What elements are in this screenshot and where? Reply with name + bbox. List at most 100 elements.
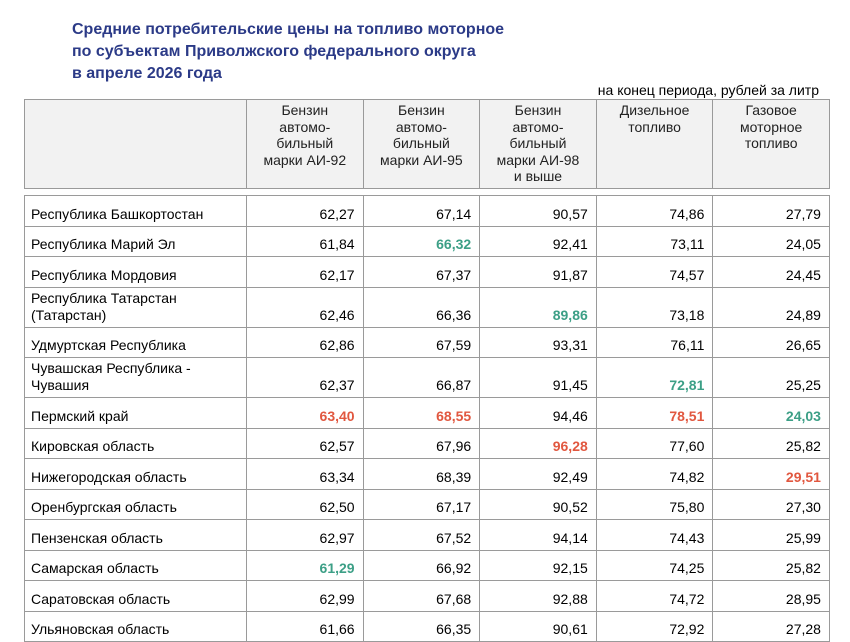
price-cell: 24,03: [712, 397, 830, 429]
price-value: 67,59: [436, 337, 472, 353]
price-cell: 68,39: [362, 458, 481, 490]
price-value: 92,49: [552, 468, 588, 485]
region-name: Удмуртская Республика: [24, 326, 247, 358]
price-cell: 90,52: [479, 488, 597, 520]
price-cell: 27,28: [712, 610, 830, 642]
price-value: 72,81: [669, 377, 705, 393]
region-name: Кировская область: [24, 427, 247, 459]
column-header-line: топливо: [628, 118, 681, 135]
price-cell: 26,65: [712, 326, 830, 358]
price-cell: 25,82: [712, 427, 830, 459]
price-value: 62,50: [319, 499, 355, 515]
region-name: Республика Башкортостан: [24, 195, 247, 227]
price-cell: 62,99: [246, 580, 364, 612]
price-cell: 67,14: [362, 195, 481, 227]
price-value: 62,37: [319, 377, 355, 393]
column-header-line: Бензин: [514, 102, 562, 118]
price-value: 29,51: [785, 468, 821, 485]
price-cell: 74,43: [595, 519, 714, 551]
price-cell: 62,17: [246, 256, 364, 288]
price-value: 27,79: [785, 205, 821, 222]
price-value: 74,43: [669, 529, 705, 546]
column-header-line: автомо-: [279, 118, 331, 135]
table-row: Оренбургская область 62,50 67,17 90,52 75,80…: [24, 488, 830, 520]
column-header-line: Дизельное: [619, 102, 690, 118]
price-value: 75,80: [669, 499, 705, 515]
price-cell: 61,66: [246, 610, 364, 642]
price-cell: 24,05: [712, 225, 830, 257]
price-value: 67,96: [436, 438, 472, 454]
title-line-2: по субъектам Приволжского федерального о…: [72, 43, 476, 60]
unit-note: на конец периода, рублей за литр: [597, 82, 819, 98]
price-cell: 74,72: [595, 580, 714, 612]
price-value: 63,40: [319, 407, 355, 424]
price-cell: 94,46: [479, 397, 597, 429]
title-line-1: Средние потребительские цены на топливо …: [72, 21, 505, 38]
price-cell: 67,52: [362, 519, 481, 551]
column-header: Бензин автомо-бильный марки АИ-98 и выше: [479, 99, 597, 189]
price-value: 25,99: [785, 529, 821, 546]
price-cell: 74,86: [595, 195, 714, 227]
column-header-line: автомо-: [512, 118, 564, 135]
price-value: 67,68: [436, 590, 472, 607]
price-cell: 91,87: [479, 256, 597, 288]
column-header: Бензин автомо-бильный марки АИ-95: [362, 99, 481, 189]
column-header-line: марки АИ-95: [380, 151, 463, 168]
region-name-line: Республика Татарстан: [31, 289, 177, 306]
price-value: 63,34: [319, 468, 355, 485]
price-cell: 74,82: [595, 458, 714, 490]
column-header-line: моторное: [740, 118, 803, 135]
price-cell: 62,97: [246, 519, 364, 551]
price-cell: 67,17: [362, 488, 481, 520]
price-cell: 62,57: [246, 427, 364, 459]
price-cell: 92,49: [479, 458, 597, 490]
column-header-line: бильный: [276, 135, 334, 151]
price-cell: 75,80: [595, 488, 714, 520]
price-value: 62,86: [319, 337, 355, 353]
column-header-line: Газовое: [745, 102, 797, 118]
table-row: Нижегородская область 63,34 68,39 92,49 74,8…: [24, 458, 830, 490]
price-value: 61,66: [319, 621, 355, 637]
table-body: Республика Башкортостан 62,27 67,14 90,57 74…: [24, 188, 830, 642]
title-line-3: в апреле 2026 года: [72, 65, 222, 82]
page-title: Средние потребительские цены на топливо …: [72, 19, 504, 85]
column-header: Газовое моторное топливо: [712, 99, 830, 189]
price-cell: 89,86: [479, 286, 597, 328]
table-row: Чувашская Республика - Чувашия 62,37 66,87 9…: [24, 357, 830, 398]
table-row: Саратовская область 62,99 67,68 92,88 74,72 2…: [24, 580, 830, 612]
price-value: 94,46: [552, 407, 588, 424]
price-value: 66,92: [436, 560, 472, 576]
price-cell: 72,92: [595, 610, 714, 642]
region-name: Республика Татарстан (Татарстан): [24, 286, 247, 328]
price-cell: 67,68: [362, 580, 481, 612]
price-cell: 67,96: [362, 427, 481, 459]
column-header-line: топливо: [744, 135, 798, 151]
price-cell: 74,25: [595, 549, 714, 581]
price-value: 76,11: [670, 337, 705, 353]
region-name: Пермский край: [24, 397, 247, 429]
table-row: Республика Башкортостан 62,27 67,14 90,57 74…: [24, 195, 830, 227]
price-cell: 66,36: [362, 286, 481, 328]
price-cell: 77,60: [595, 427, 714, 459]
table-row: Ульяновская область 61,66 66,35 90,61 72,92 2…: [24, 610, 830, 642]
header-gap: [24, 188, 830, 196]
price-cell: 90,61: [479, 610, 597, 642]
price-cell: 24,45: [712, 256, 830, 288]
price-cell: 93,31: [479, 326, 597, 358]
price-value: 78,51: [669, 407, 705, 424]
price-cell: 27,79: [712, 195, 830, 227]
column-header-line: бильный: [392, 135, 450, 151]
price-value: 61,84: [319, 236, 355, 252]
price-value: 73,11: [670, 236, 705, 252]
price-value: 91,87: [552, 266, 588, 283]
region-name: Самарская область: [24, 549, 247, 581]
price-value: 73,18: [669, 306, 705, 323]
price-cell: 96,28: [479, 427, 597, 459]
column-header-line: Бензин: [281, 102, 329, 118]
price-cell: 27,30: [712, 488, 830, 520]
table-row: Кировская область 62,57 67,96 96,28 77,60 25,…: [24, 427, 830, 459]
price-value: 74,72: [669, 590, 705, 607]
price-cell: 73,18: [595, 286, 714, 328]
price-value: 27,28: [785, 621, 821, 637]
table-row: Пензенская область 62,97 67,52 94,14 74,43 25…: [24, 519, 830, 551]
